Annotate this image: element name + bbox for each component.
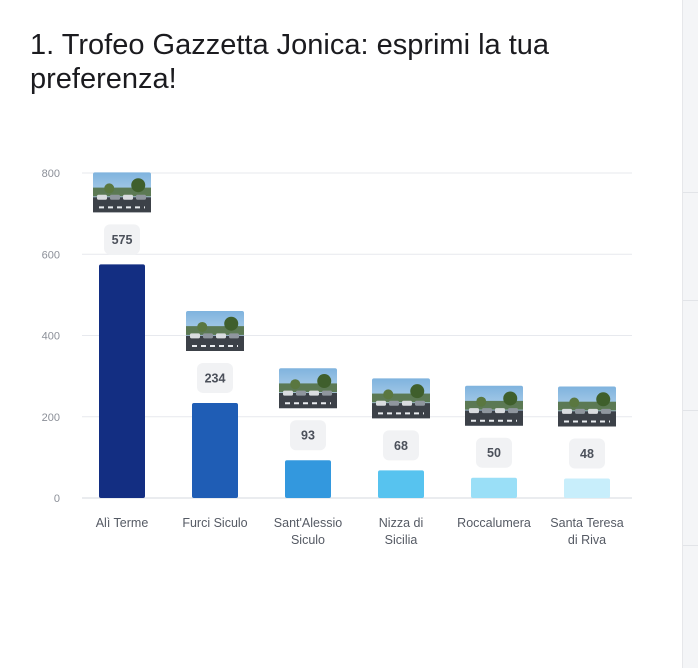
strip-divider [683, 410, 698, 411]
question-title: 1. Trofeo Gazzetta Jonica: esprimi la tu… [30, 29, 550, 95]
bar-1 [99, 264, 145, 498]
bar-3 [285, 460, 331, 498]
bar-5 [471, 477, 517, 498]
strip-divider [683, 192, 698, 193]
value-pill [290, 420, 326, 451]
street-photo-thumbnail [558, 386, 616, 427]
bar-6 [564, 478, 610, 498]
x-tick-label: Alì Terme [96, 516, 149, 530]
y-tick-label: 0 [54, 493, 60, 505]
value-pill [197, 362, 233, 393]
x-tick-label: Nizza di [379, 516, 423, 530]
y-tick-label: 600 [42, 249, 60, 261]
x-tick-label: Roccalumera [457, 516, 531, 530]
value-pill [569, 438, 605, 469]
street-photo-thumbnail [465, 385, 523, 426]
y-tick-label: 400 [42, 331, 60, 343]
value-pill [476, 437, 512, 468]
street-photo-thumbnail [93, 172, 151, 213]
right-panel-strip [682, 0, 698, 668]
data-label-2: 234 [205, 371, 226, 385]
strip-divider [683, 300, 698, 301]
bar-2 [192, 402, 238, 498]
data-label-3: 93 [301, 429, 315, 443]
x-tick-label-line2: di Riva [568, 533, 606, 547]
y-tick-label: 800 [42, 168, 60, 180]
data-label-5: 50 [487, 446, 501, 460]
data-label-6: 48 [580, 447, 594, 461]
value-pill [104, 224, 140, 255]
y-tick-label: 200 [42, 412, 60, 424]
street-photo-thumbnail [279, 368, 337, 409]
value-pill [383, 430, 419, 461]
street-photo-thumbnail [372, 378, 430, 419]
x-tick-label-line2: Siculo [291, 533, 325, 547]
x-tick-label: Furci Siculo [182, 516, 247, 530]
x-tick-label-line2: Sicilia [385, 533, 418, 547]
data-label-4: 68 [394, 439, 408, 453]
bar-4 [378, 470, 424, 498]
x-tick-label: Sant'Alessio [274, 516, 342, 530]
street-photo-thumbnail [186, 310, 244, 351]
x-tick-label: Santa Teresa [550, 516, 623, 530]
data-label-1: 575 [112, 233, 133, 247]
strip-divider [683, 545, 698, 546]
